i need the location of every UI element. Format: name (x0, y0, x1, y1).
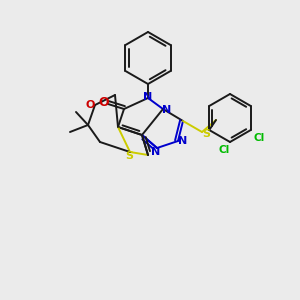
Text: O: O (99, 97, 109, 110)
Text: N: N (178, 136, 188, 146)
Text: Cl: Cl (218, 145, 230, 155)
Text: S: S (125, 151, 133, 161)
Text: Cl: Cl (253, 133, 264, 143)
Text: O: O (85, 100, 95, 110)
Text: N: N (152, 147, 160, 157)
Text: S: S (202, 129, 210, 139)
Text: N: N (143, 92, 153, 102)
Text: N: N (162, 105, 172, 115)
